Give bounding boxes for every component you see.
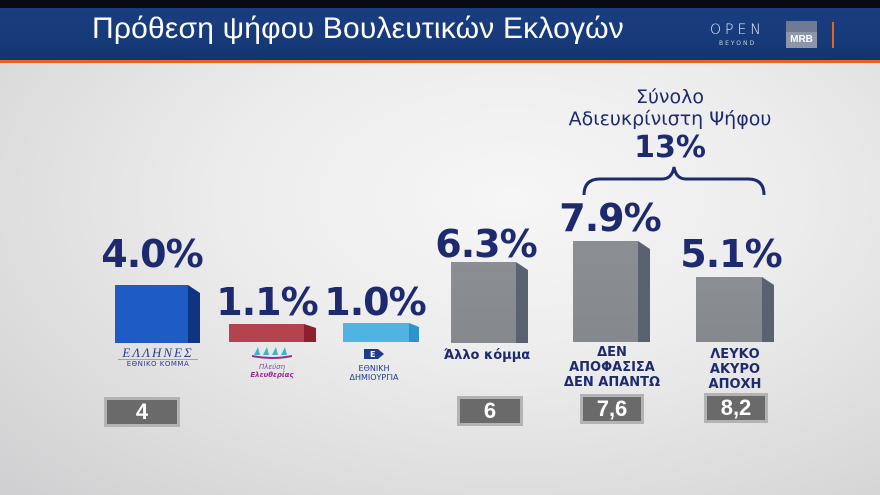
sails-icon [251, 347, 293, 359]
bar-value-allo-komma: 6.3% [435, 222, 537, 266]
undecided-summary: Σύνολο Αδιευκρίνιστη Ψήφου 13% [520, 86, 820, 166]
summary-value: 13% [634, 130, 706, 165]
header-bar [0, 8, 880, 60]
bar-value-plefsi: 1.1% [216, 280, 318, 324]
bar-value-ethniki-dimiourgia: 1.0% [324, 280, 426, 324]
bar-den-apofasisa [573, 241, 650, 342]
bar-ethniki-dimiourgia [343, 323, 419, 342]
prev-value-lefko: 8,2 [704, 393, 768, 423]
svg-text:E: E [370, 350, 375, 359]
prev-value-den-apofasisa: 7,6 [580, 394, 644, 424]
bar-value-ellines: 4.0% [101, 232, 203, 276]
bar-lefko [696, 277, 774, 342]
summary-line1: Σύνολο [635, 86, 705, 108]
party-emblem-icon: E [364, 349, 384, 359]
header-accent-line [0, 60, 880, 63]
logo-ellines: ΕΛΛΗΝΕΣ ΕΘΝΙΚΟ ΚΟΜΜΑ [104, 346, 212, 369]
summary-line2: Αδιευκρίνιστη Ψήφου [568, 108, 772, 130]
bar-allo-komma [451, 262, 528, 343]
mrb-logo: MRB [786, 21, 817, 48]
header-divider [832, 22, 834, 48]
prev-value-ellines: 4 [104, 397, 180, 427]
logo-plefsi: Πλεύση Ελευθερίας [232, 344, 312, 379]
bar-plefsi [229, 324, 316, 342]
label-lefko: ΛΕΥΚΟ ΑΚΥΡΟ ΑΠΟΧΗ [708, 347, 762, 392]
bar-ellines [115, 285, 200, 343]
bar-value-den-apofasisa: 7.9% [559, 196, 661, 240]
top-strip [0, 0, 880, 8]
prev-value-allo-komma: 6 [457, 396, 523, 426]
open-logo: OPEN [710, 22, 765, 38]
label-den-apofasisa: ΔΕΝ ΑΠΟΦΑΣΙΣΑ ΔΕΝ ΑΠΑΝΤΩ [563, 345, 661, 390]
curly-brace-icon [582, 166, 766, 196]
label-allo-komma: Άλλο κόμμα [443, 348, 531, 363]
logo-ethniki-dimiourgia: E ΕΘΝΙΚΗ ΔΗΜΙΟΥΡΓΙΑ [349, 349, 399, 382]
page-title: Πρόθεση ψήφου Βουλευτικών Εκλογών [92, 12, 625, 45]
open-beyond-logo: BEYOND [719, 40, 757, 47]
bar-value-lefko: 5.1% [680, 232, 782, 276]
